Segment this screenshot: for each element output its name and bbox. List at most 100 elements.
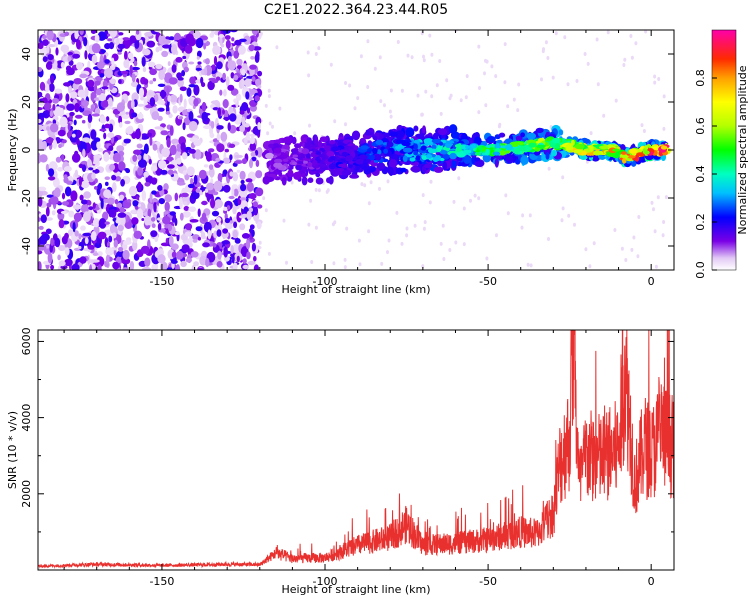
speckle-blob bbox=[516, 108, 520, 113]
speckle-blob bbox=[504, 193, 508, 198]
speckle-blob bbox=[640, 123, 644, 128]
noise-blob bbox=[92, 218, 100, 228]
ridge-halo-blob bbox=[520, 132, 525, 138]
noise-blob bbox=[97, 182, 103, 190]
noise-blob bbox=[240, 183, 247, 192]
noise-blob bbox=[160, 123, 166, 128]
noise-blob bbox=[228, 143, 236, 148]
noise-blob bbox=[193, 261, 200, 267]
ridge-halo-blob bbox=[389, 131, 398, 137]
noise-blob bbox=[181, 244, 190, 253]
noise-blob bbox=[193, 98, 199, 107]
noise-blob bbox=[63, 177, 69, 184]
ridge-core-blob bbox=[505, 143, 513, 151]
noise-blob bbox=[224, 35, 231, 40]
noise-blob bbox=[109, 78, 117, 85]
noise-blob bbox=[107, 33, 111, 37]
speckle-blob bbox=[624, 258, 628, 262]
speckle-blob bbox=[367, 229, 371, 234]
speckle-blob bbox=[410, 55, 414, 60]
noise-blob bbox=[211, 79, 219, 84]
ridge-core-blob bbox=[383, 148, 388, 154]
noise-blob bbox=[190, 251, 199, 258]
ridge-halo-blob bbox=[545, 152, 550, 160]
noise-blob bbox=[137, 154, 142, 160]
noise-blob bbox=[143, 135, 150, 140]
noise-blob bbox=[122, 249, 130, 260]
speckle-blob bbox=[439, 111, 443, 116]
noise-blob bbox=[149, 192, 153, 204]
noise-blob bbox=[75, 114, 83, 119]
noise-blob bbox=[96, 88, 102, 96]
speckle-blob bbox=[477, 44, 481, 49]
noise-blob bbox=[39, 81, 46, 91]
noise-blob bbox=[183, 98, 187, 109]
noise-blob bbox=[80, 180, 90, 189]
speckle-blob bbox=[465, 74, 469, 79]
noise-blob bbox=[237, 195, 242, 206]
noise-blob bbox=[216, 61, 223, 70]
speckle-blob bbox=[629, 34, 633, 38]
ridge-core-blob bbox=[518, 145, 526, 152]
noise-blob bbox=[226, 205, 231, 210]
noise-blob bbox=[102, 80, 108, 88]
speckle-blob bbox=[575, 79, 579, 83]
noise-blob bbox=[105, 254, 110, 264]
colorbar-tick-label: 0.0 bbox=[694, 261, 707, 279]
noise-blob bbox=[78, 233, 82, 240]
noise-blob bbox=[200, 231, 206, 240]
ridge-halo-blob bbox=[413, 125, 419, 132]
spectrogram-y-tick-label: -40 bbox=[20, 237, 33, 255]
noise-blob bbox=[177, 181, 186, 186]
noise-blob bbox=[253, 264, 259, 270]
speckle-blob bbox=[359, 54, 363, 59]
noise-blob bbox=[141, 190, 147, 202]
speckle-blob bbox=[389, 114, 393, 119]
noise-blob bbox=[103, 132, 107, 140]
noise-blob bbox=[103, 189, 112, 199]
speckle-blob bbox=[498, 122, 502, 127]
noise-blob bbox=[241, 102, 249, 112]
ridge-halo-blob bbox=[317, 139, 322, 148]
noise-blob bbox=[236, 255, 240, 263]
noise-blob bbox=[163, 183, 169, 191]
noise-blob bbox=[166, 267, 173, 270]
noise-blob bbox=[52, 119, 57, 125]
speckle-blob bbox=[588, 264, 592, 269]
noise-blob bbox=[82, 148, 86, 158]
speckle-blob bbox=[642, 129, 646, 133]
noise-blob bbox=[219, 89, 223, 96]
noise-blob bbox=[151, 111, 160, 121]
speckle-blob bbox=[343, 265, 347, 270]
speckle-blob bbox=[664, 195, 668, 200]
noise-blob bbox=[231, 37, 235, 42]
speckle-blob bbox=[554, 31, 558, 36]
noise-blob bbox=[63, 166, 72, 172]
ridge-core-blob bbox=[528, 142, 537, 148]
noise-blob bbox=[87, 75, 93, 79]
speckle-blob bbox=[540, 77, 543, 82]
noise-blob bbox=[161, 50, 169, 58]
ridge-core-blob bbox=[494, 143, 501, 150]
noise-blob bbox=[107, 209, 115, 215]
ridge-core-blob bbox=[421, 155, 428, 160]
ridge-core-blob bbox=[375, 139, 384, 145]
noise-blob bbox=[111, 174, 117, 181]
ridge-core-blob bbox=[589, 144, 594, 152]
noise-blob bbox=[38, 118, 42, 124]
ridge-core-blob bbox=[438, 141, 444, 146]
noise-blob bbox=[122, 37, 130, 41]
ridge-core-blob bbox=[620, 154, 629, 159]
noise-blob bbox=[240, 74, 243, 80]
ridge-halo-blob bbox=[433, 166, 444, 173]
ridge-core-blob bbox=[413, 150, 418, 156]
ridge-core-blob bbox=[305, 153, 311, 159]
noise-blob bbox=[203, 43, 207, 50]
ridge-core-blob bbox=[374, 154, 382, 161]
noise-blob bbox=[190, 177, 194, 185]
speckle-blob bbox=[630, 55, 634, 60]
noise-blob bbox=[210, 100, 220, 105]
speckle-blob bbox=[271, 124, 274, 129]
noise-blob bbox=[169, 144, 177, 156]
noise-blob bbox=[94, 242, 102, 249]
